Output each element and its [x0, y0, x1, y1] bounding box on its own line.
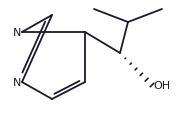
Text: OH: OH	[153, 80, 171, 90]
Text: N: N	[13, 77, 21, 87]
Text: N: N	[13, 28, 21, 38]
